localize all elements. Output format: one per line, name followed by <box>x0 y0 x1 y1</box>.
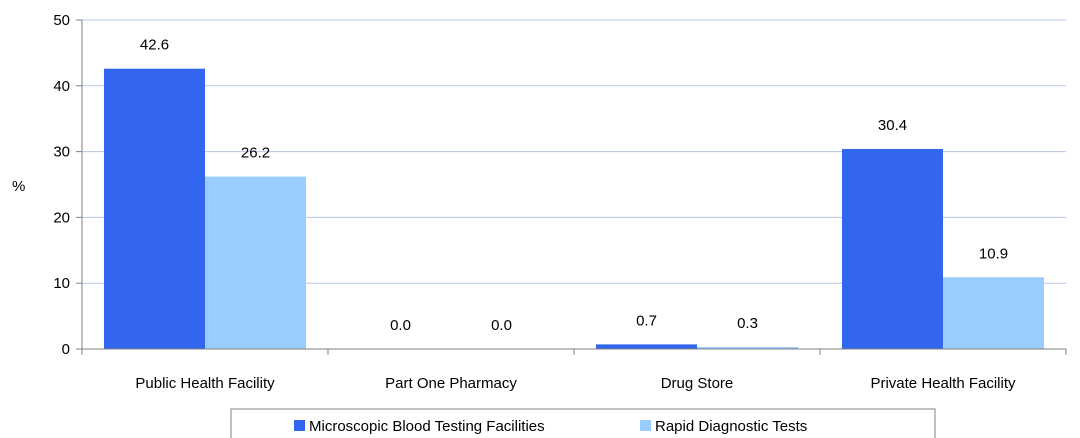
data-labels: 42.6 26.2 0.0 0.0 0.7 0.3 30.4 10.9 <box>140 37 1008 334</box>
data-label: 0.3 <box>737 315 758 332</box>
bars <box>104 68 1044 349</box>
bar <box>104 68 205 349</box>
data-label: 10.9 <box>979 245 1008 262</box>
category-label: Private Health Facility <box>870 375 1016 392</box>
axes <box>76 19 1067 355</box>
data-label: 30.4 <box>878 117 907 134</box>
category-labels: Public Health Facility Part One Pharmacy D… <box>135 375 1016 392</box>
y-tick-label: 50 <box>53 12 70 29</box>
bar <box>596 344 697 349</box>
y-tick-label: 10 <box>53 275 70 292</box>
y-axis-title: % <box>12 178 25 195</box>
data-label: 42.6 <box>140 37 169 54</box>
legend-swatch <box>294 420 305 431</box>
y-tick-labels: 0 10 20 30 40 50 <box>53 12 70 358</box>
y-tick-label: 20 <box>53 209 70 226</box>
data-label: 0.0 <box>491 317 512 334</box>
y-tick-label: 30 <box>53 144 70 161</box>
bar <box>842 148 943 349</box>
bar <box>205 176 306 349</box>
y-tick-label: 0 <box>62 341 70 358</box>
category-label: Drug Store <box>661 375 734 392</box>
data-label: 0.0 <box>390 317 411 334</box>
legend-label: Microscopic Blood Testing Facilities <box>309 418 545 435</box>
bar <box>943 277 1044 349</box>
legend-label: Rapid Diagnostic Tests <box>655 418 807 435</box>
category-label: Public Health Facility <box>135 375 275 392</box>
data-label: 0.7 <box>636 312 657 329</box>
category-label: Part One Pharmacy <box>385 375 517 392</box>
legend-box <box>230 408 936 438</box>
data-label: 26.2 <box>241 145 270 162</box>
bar <box>697 347 798 349</box>
legend: Microscopic Blood Testing Facilities Rapi… <box>230 408 936 438</box>
legend-swatch <box>640 420 651 431</box>
y-tick-label: 40 <box>53 78 70 95</box>
